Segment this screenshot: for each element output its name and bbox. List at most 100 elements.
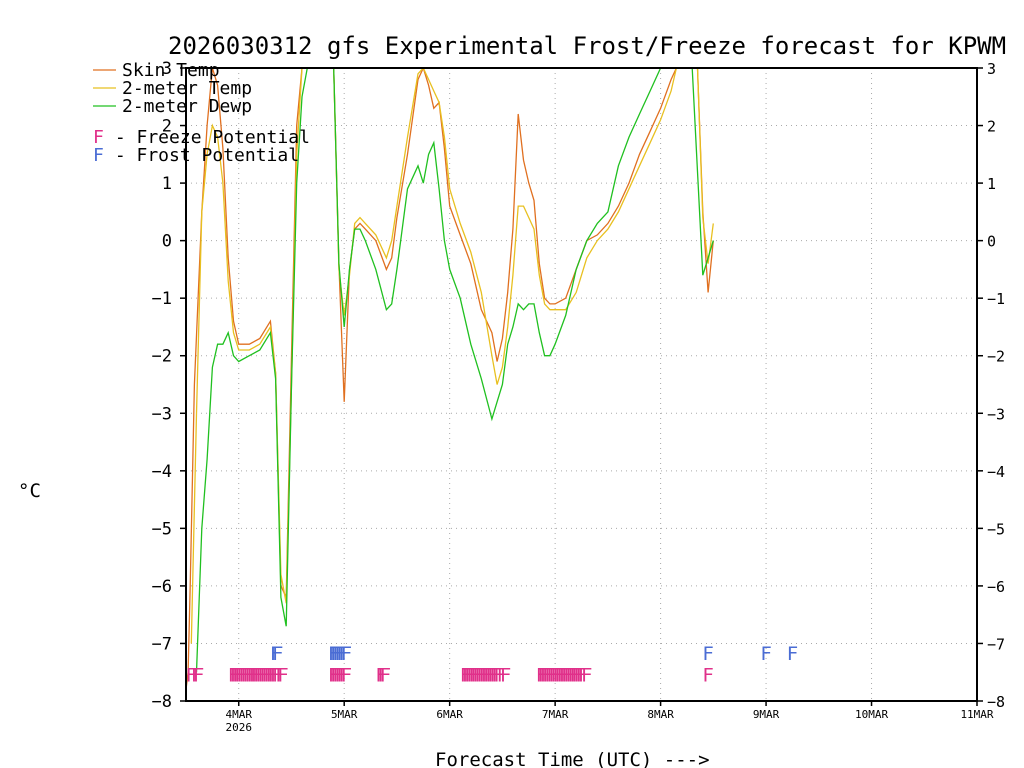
freeze-marker: F [272,664,283,686]
freeze-marker: F [574,664,585,686]
freeze-marker: F [466,664,477,686]
freeze-marker: F [546,664,557,686]
y-tick-label: −6 [152,577,172,597]
freeze-marker: F [191,664,202,686]
y-tick-label: −1 [152,289,172,309]
freeze-marker: F [540,664,551,686]
frost-marker: F [336,643,347,665]
y-tick-label-right: −7 [987,635,1005,653]
freeze-marker: F [536,664,547,686]
frost-marker: F [787,643,798,665]
x-tick-label: 5MAR [331,708,358,721]
x-tick-label: 10MAR [855,708,888,721]
freeze-marker: F [266,664,277,686]
freeze-marker: F [555,664,566,686]
y-tick-label-right: −3 [987,405,1005,423]
freeze-marker: F [464,664,475,686]
freeze-marker: F [553,664,564,686]
chart-title: 2026030312 gfs Experimental Frost/Freeze… [168,32,1006,60]
freeze-marker: F [332,664,343,686]
x-axis-label: Forecast Time (UTC) ---> [435,749,710,768]
freeze-marker: F [578,664,589,686]
x-tick-sublabel: 2026 [225,721,252,734]
freeze-marker: F [377,664,388,686]
x-tick-label: 9MAR [753,708,780,721]
freeze-marker: F [470,664,481,686]
freeze-marker: F [275,664,286,686]
freeze-marker: F [255,664,266,686]
y-tick-label-right: −6 [987,578,1005,596]
y-tick-label: −7 [152,634,172,654]
freeze-marker: F [336,664,347,686]
frost-marker: F [338,643,349,665]
freeze-marker: F [581,664,592,686]
freeze-marker: F [330,664,341,686]
y-tick-label-right: −5 [987,520,1005,538]
freeze-marker: F [477,664,488,686]
freeze-marker: F [462,664,473,686]
y-tick-label: −2 [152,347,172,367]
freeze-marker: F [468,664,479,686]
freeze-marker: F [487,664,498,686]
freeze-marker: F [268,664,279,686]
legend-label: 2-meter Temp [122,78,252,99]
freeze-marker: F [234,664,245,686]
y-tick-label-right: 3 [987,60,996,78]
freeze-marker: F [550,664,561,686]
freeze-marker: F [230,664,241,686]
freeze-marker: F [253,664,264,686]
freeze-marker: F [491,664,502,686]
series-line-skin-temp [186,68,714,690]
y-tick-label: 2 [162,117,172,137]
freeze-marker: F [228,664,239,686]
freeze-marker: F [380,664,391,686]
freeze-marker: F [479,664,490,686]
freeze-marker: F [236,664,247,686]
freeze-marker: F [238,664,249,686]
frost-marker: F [272,643,283,665]
y-tick-label: −5 [152,519,172,539]
freeze-marker: F [334,664,345,686]
y-tick-label: −3 [152,404,172,424]
y-tick-label-right: −8 [987,693,1005,711]
freeze-marker: F [232,664,243,686]
potential-legend-symbol: F [93,127,104,148]
freeze-marker: F [277,664,288,686]
freeze-marker: F [341,664,352,686]
y-tick-label: −4 [152,462,172,482]
freeze-marker: F [572,664,583,686]
y-tick-label-right: −4 [987,463,1005,481]
freeze-marker: F [567,664,578,686]
x-tick-label: 11MAR [960,708,993,721]
freeze-marker: F [497,664,508,686]
freeze-marker: F [548,664,559,686]
y-tick-label-right: 0 [987,233,996,251]
potential-legend-symbol: F [93,145,104,166]
potential-legend-label: - Freeze Potential [104,127,310,148]
potential-legend-label: - Frost Potential [104,145,299,166]
freeze-marker: F [494,664,505,686]
freeze-marker: F [264,664,275,686]
freeze-marker: F [559,664,570,686]
plot-frame [185,67,978,702]
plot-area [186,68,714,690]
freeze-marker: F [483,664,494,686]
freeze-marker: F [193,664,204,686]
freeze-marker: F [375,664,386,686]
x-tick-label: 7MAR [542,708,569,721]
frost-marker: F [341,643,352,665]
freeze-marker: F [249,664,260,686]
y-axis-label: °C [18,480,41,502]
y-tick-label: 3 [162,59,172,79]
freeze-marker: F [240,664,251,686]
y-tick-label: 1 [162,174,172,194]
freeze-marker: F [259,664,270,686]
freeze-marker: F [485,664,496,686]
x-tick-label: 6MAR [436,708,463,721]
freeze-marker: F [475,664,486,686]
x-tick-label: 4MAR [225,708,252,721]
freeze-marker: F [245,664,256,686]
freeze-marker: F [186,664,197,686]
